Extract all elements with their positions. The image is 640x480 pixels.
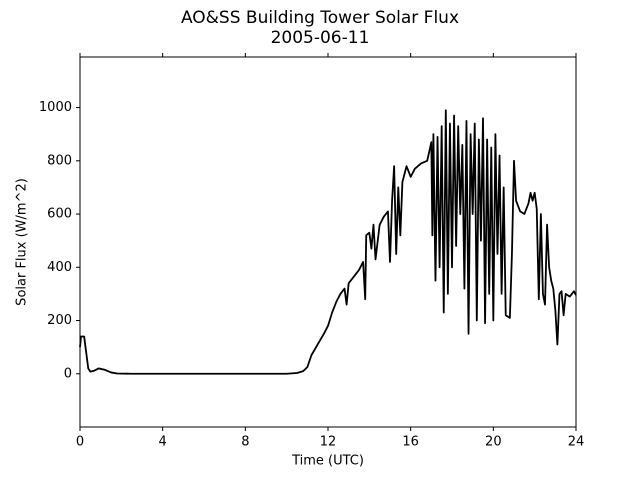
x-tick-label: 24 <box>568 435 585 450</box>
x-tick-label: 8 <box>241 435 249 450</box>
data-line <box>79 109 577 375</box>
x-tick-label: 16 <box>402 435 419 450</box>
plot-frame <box>79 56 577 428</box>
chart-title: AO&SS Building Tower Solar Flux <box>181 8 459 28</box>
y-tick-label: 400 <box>47 260 72 275</box>
y-tick-label: 600 <box>47 207 72 222</box>
y-axis-label: Solar Flux (W/m^2) <box>15 178 30 306</box>
chart-subtitle: 2005-06-11 <box>271 28 370 48</box>
y-tick-label: 0 <box>64 366 72 381</box>
y-tick-label: 800 <box>47 153 72 168</box>
y-tick-label: 200 <box>47 313 72 328</box>
x-axis-label: Time (UTC) <box>291 454 364 469</box>
x-tick-label: 12 <box>320 435 337 450</box>
y-tick-label: 1000 <box>39 100 72 115</box>
x-tick-label: 0 <box>76 435 84 450</box>
x-tick-label: 20 <box>485 435 502 450</box>
x-tick-label: 4 <box>159 435 167 450</box>
